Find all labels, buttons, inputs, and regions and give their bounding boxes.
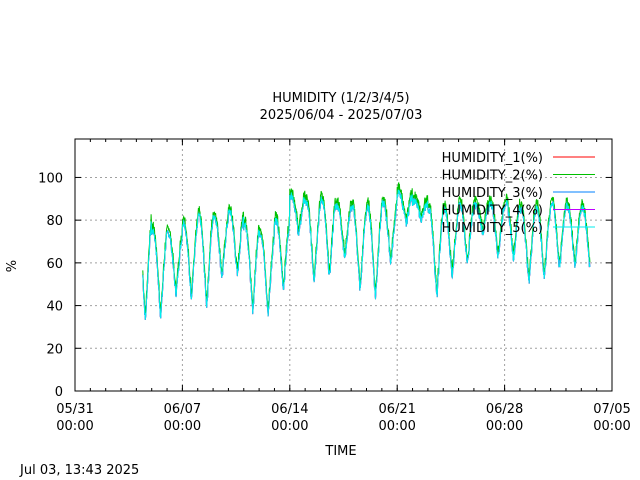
x-tick-label: 05/31 <box>56 402 93 417</box>
legend-label-4: HUMIDITY_4(%) <box>442 204 543 219</box>
x-tick-label: 00:00 <box>593 419 630 434</box>
legend-label-1: HUMIDITY_1(%) <box>442 151 543 166</box>
x-tick-label: 06/07 <box>164 402 201 417</box>
x-tick-label: 00:00 <box>271 419 308 434</box>
legend-label-5: HUMIDITY_5(%) <box>442 221 543 236</box>
plot-area <box>142 182 591 320</box>
series-line-5 <box>142 189 591 320</box>
y-tick-label: 60 <box>46 257 63 272</box>
legend-label-2: HUMIDITY_2(%) <box>442 169 543 184</box>
x-tick-label: 07/05 <box>593 402 630 417</box>
series-line-2 <box>142 182 591 315</box>
y-tick-label: 0 <box>55 385 63 400</box>
y-tick-label: 40 <box>46 300 63 315</box>
x-tick-label: 00:00 <box>164 419 201 434</box>
chart-title: HUMIDITY (1/2/3/4/5) <box>272 91 409 106</box>
timestamp-label: Jul 03, 13:43 2025 <box>19 463 139 478</box>
x-axis-label: TIME <box>324 444 356 459</box>
y-tick-label: 20 <box>46 342 63 357</box>
y-axis-label: % <box>5 260 20 272</box>
x-tick-label: 06/21 <box>378 402 415 417</box>
x-tick-label: 06/14 <box>271 402 308 417</box>
y-tick-labels: 0 20 40 60 80 100 <box>38 171 63 400</box>
x-tick-labels: 05/31 00:00 06/07 00:00 06/14 00:00 06/21 00:00… <box>56 402 630 434</box>
x-tick-label: 00:00 <box>378 419 415 434</box>
x-tick-label: 06/28 <box>486 402 523 417</box>
x-tick-label: 00:00 <box>486 419 523 434</box>
x-tick-label: 00:00 <box>56 419 93 434</box>
legend-label-3: HUMIDITY_3(%) <box>442 186 543 201</box>
y-tick-label: 80 <box>46 214 63 229</box>
plot-frame <box>74 138 613 392</box>
y-tick-label: 100 <box>38 171 63 186</box>
legend: HUMIDITY_1(%) HUMIDITY_2(%) HUMIDITY_3(%) H… <box>442 151 595 236</box>
chart-subtitle: 2025/06/04 - 2025/07/03 <box>260 108 423 123</box>
